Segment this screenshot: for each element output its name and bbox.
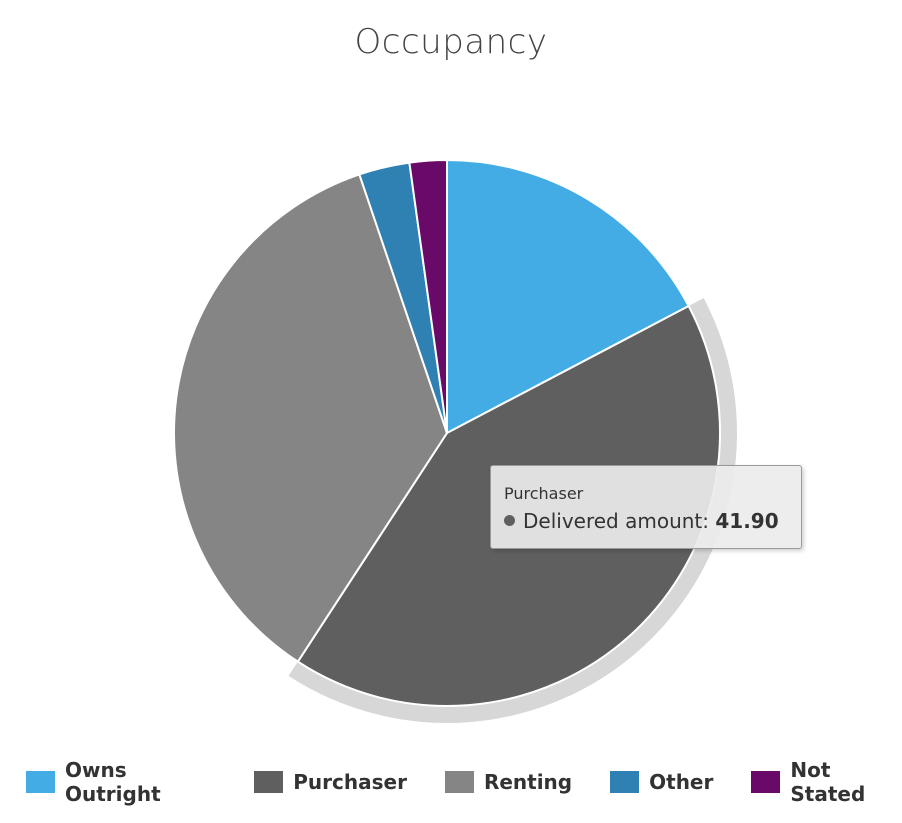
legend-label: Not Stated xyxy=(790,758,866,806)
chart-title: Occupancy xyxy=(354,22,548,62)
legend-label: Owns Outright xyxy=(65,758,161,806)
legend-swatch xyxy=(610,771,640,793)
legend-swatch xyxy=(444,771,474,793)
tooltip-value: 41.90 xyxy=(715,509,779,533)
pie-slices xyxy=(173,159,738,723)
pie-slice-owns-outright[interactable] xyxy=(446,159,690,434)
legend-item-renting[interactable]: Renting xyxy=(444,770,573,794)
legend-label: Purchaser xyxy=(293,770,407,794)
legend-swatch xyxy=(751,771,781,793)
chart-tooltip: Purchaser Delivered amount: 41.90 xyxy=(490,465,802,549)
legend-swatch xyxy=(26,771,55,793)
pie-slice-renting[interactable] xyxy=(173,173,448,663)
tooltip-line: Delivered amount: 41.90 xyxy=(504,509,788,533)
legend-item-owns-outright[interactable]: Owns Outright xyxy=(26,758,216,806)
legend-label: Renting xyxy=(483,770,573,794)
chart-legend: Owns Outright Purchaser Renting Other Not St… xyxy=(26,758,902,806)
legend-item-purchaser[interactable]: Purchaser xyxy=(254,770,407,794)
legend-item-not-stated[interactable]: Not Stated xyxy=(751,758,902,806)
legend-label: Other xyxy=(649,770,714,794)
tooltip-series-dot xyxy=(504,515,515,526)
legend-swatch xyxy=(254,771,284,793)
tooltip-header: Purchaser xyxy=(504,484,584,503)
tooltip-series-label: Delivered amount: xyxy=(523,509,710,533)
pie-slice-not-stated[interactable] xyxy=(408,159,448,434)
legend-item-other[interactable]: Other xyxy=(610,770,713,794)
